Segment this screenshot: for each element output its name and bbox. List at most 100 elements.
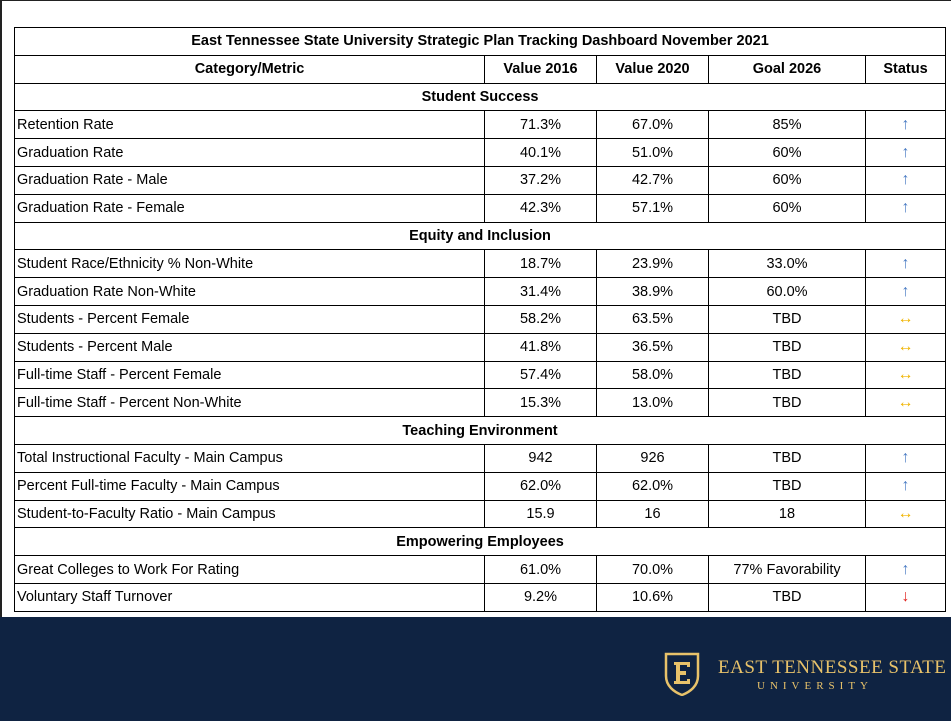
metric-value: 31.4%: [484, 277, 597, 306]
column-header: Value 2016: [484, 54, 597, 84]
column-header: Goal 2026: [708, 54, 866, 84]
section-row: Equity and Inclusion: [13, 221, 947, 251]
status: ↑: [864, 555, 947, 584]
metric-value: 18: [708, 499, 866, 529]
metric-value: 58.0%: [596, 360, 709, 390]
metric-value: 60.0%: [708, 277, 866, 306]
metric-value: TBD: [708, 443, 866, 473]
section-title: Equity and Inclusion: [13, 221, 947, 251]
metric-value: 16: [596, 499, 709, 529]
metric-value: TBD: [708, 332, 866, 362]
metric-row: Student Race/Ethnicity % Non-White 18.7% 2…: [14, 249, 947, 279]
metric-value: 10.6%: [596, 582, 709, 612]
metric-value: 62.0%: [596, 471, 709, 501]
metric-value: 63.5%: [596, 304, 709, 334]
metric-value: 58.2%: [484, 304, 597, 334]
section-title: Empowering Employees: [13, 527, 947, 557]
metric-name: Total Instructional Faculty - Main Campu…: [14, 443, 485, 473]
metric-row: Voluntary Staff Turnover 9.2% 10.6% TBD ↓: [14, 582, 947, 612]
metric-name: Student Race/Ethnicity % Non-White: [14, 249, 485, 279]
metric-row: Student-to-Faculty Ratio - Main Campus 15…: [14, 499, 947, 529]
metric-value: 85%: [708, 110, 866, 140]
metric-value: TBD: [708, 582, 866, 612]
status: ↑: [864, 443, 947, 473]
metric-value: 57.4%: [484, 360, 597, 390]
metric-value: 13.0%: [596, 388, 709, 418]
column-header: Status: [864, 54, 947, 84]
status: ↑: [864, 138, 947, 167]
status: ↔: [864, 499, 947, 529]
metric-value: 926: [596, 443, 709, 473]
logo-subtext: UNIVERSITY: [757, 680, 873, 692]
metric-value: 62.0%: [484, 471, 597, 501]
metric-value: 36.5%: [596, 332, 709, 362]
metric-row: Total Instructional Faculty - Main Campu…: [14, 443, 947, 473]
metric-name: Student-to-Faculty Ratio - Main Campus: [14, 499, 485, 529]
metric-value: 61.0%: [484, 555, 597, 584]
metric-name: Full-time Staff - Percent Non-White: [14, 388, 485, 418]
status: ↔: [864, 304, 947, 334]
status: ↑: [864, 277, 947, 306]
metric-name: Great Colleges to Work For Rating: [14, 555, 485, 584]
metric-value: 51.0%: [596, 138, 709, 167]
metric-value: 42.3%: [484, 193, 597, 223]
metric-value: 41.8%: [484, 332, 597, 362]
metric-row: Full-time Staff - Percent Female 57.4% 58.…: [14, 360, 947, 390]
metric-value: 60%: [708, 193, 866, 223]
metric-row: Students - Percent Female 58.2% 63.5% TBD ↔: [14, 304, 947, 334]
metric-value: 15.3%: [484, 388, 597, 418]
footer-band: [0, 617, 951, 721]
metric-value: 60%: [708, 138, 866, 167]
status: ↔: [864, 360, 947, 390]
logo-text: EAST TENNESSEE STATE: [718, 657, 947, 678]
status: ↔: [864, 332, 947, 362]
metric-value: 70.0%: [596, 555, 709, 584]
metric-value: 38.9%: [596, 277, 709, 306]
metric-row: Percent Full-time Faculty - Main Campus 6…: [14, 471, 947, 501]
metric-value: 9.2%: [484, 582, 597, 612]
status: ↑: [864, 165, 947, 195]
metric-name: Full-time Staff - Percent Female: [14, 360, 485, 390]
header-row: Category/Metric Value 2016 Value 2020 Goal …: [14, 54, 947, 84]
section-row: Student Success: [13, 82, 947, 112]
metric-row: Full-time Staff - Percent Non-White 15.3%…: [14, 388, 947, 418]
metric-value: 67.0%: [596, 110, 709, 140]
metric-row: Graduation Rate - Male 37.2% 42.7% 60% ↑: [14, 165, 947, 195]
metric-name: Students - Percent Male: [14, 332, 485, 362]
metric-value: TBD: [708, 471, 866, 501]
status: ↑: [864, 110, 947, 140]
metric-row: Great Colleges to Work For Rating 61.0% 70…: [14, 555, 947, 584]
metric-value: 57.1%: [596, 193, 709, 223]
metric-value: 18.7%: [484, 249, 597, 279]
status: ↑: [864, 471, 947, 501]
section-title: Student Success: [13, 82, 947, 112]
column-header: Value 2020: [596, 54, 709, 84]
section-row: Teaching Environment: [13, 416, 947, 445]
logo-shield: [664, 652, 700, 696]
metric-value: 71.3%: [484, 110, 597, 140]
metric-value: TBD: [708, 360, 866, 390]
section-row: Empowering Employees: [13, 527, 947, 557]
title-row: East Tennessee State University Strategi…: [13, 27, 947, 56]
metric-name: Graduation Rate Non-White: [14, 277, 485, 306]
metric-value: TBD: [708, 388, 866, 418]
metric-name: Graduation Rate - Female: [14, 193, 485, 223]
metric-name: Percent Full-time Faculty - Main Campus: [14, 471, 485, 501]
status: ↓: [864, 582, 947, 612]
metric-value: 60%: [708, 165, 866, 195]
metric-value: 40.1%: [484, 138, 597, 167]
metric-value: 37.2%: [484, 165, 597, 195]
metric-row: Students - Percent Male 41.8% 36.5% TBD ↔: [14, 332, 947, 362]
table-title: East Tennessee State University Strategi…: [13, 27, 947, 56]
status: ↑: [864, 249, 947, 279]
metric-row: Graduation Rate - Female 42.3% 57.1% 60% ↑: [14, 193, 947, 223]
metric-value: 77% Favorability: [708, 555, 866, 584]
metric-row: Graduation Rate 40.1% 51.0% 60% ↑: [14, 138, 947, 167]
metric-row: Retention Rate 71.3% 67.0% 85% ↑: [14, 110, 947, 140]
metric-name: Voluntary Staff Turnover: [14, 582, 485, 612]
metric-row: Graduation Rate Non-White 31.4% 38.9% 60.0%…: [14, 277, 947, 306]
metric-name: Graduation Rate: [14, 138, 485, 167]
section-title: Teaching Environment: [13, 416, 947, 445]
